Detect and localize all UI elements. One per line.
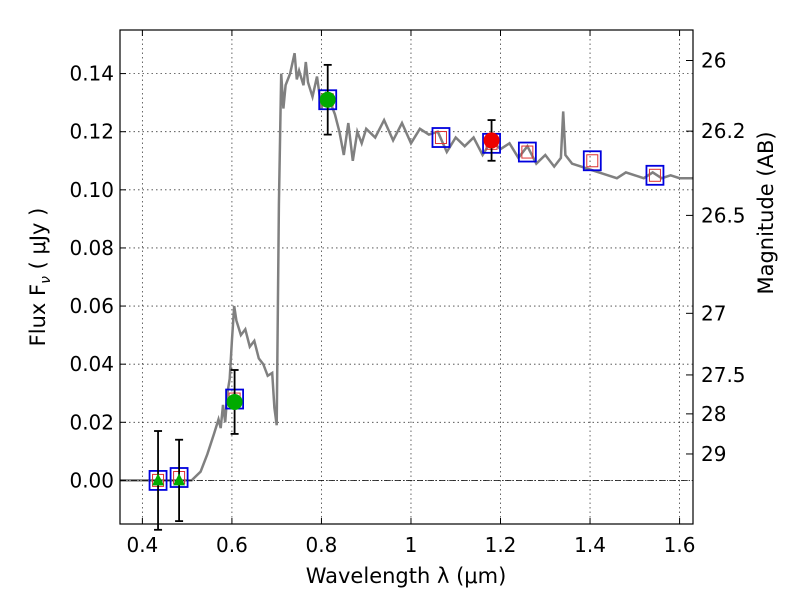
x-tick-labels: 0.4 0.6 0.8 1 1.2 1.4 1.6 <box>126 533 695 557</box>
model-point-outer <box>645 164 665 186</box>
model-spectrum-line <box>120 52 693 482</box>
data-markers <box>120 63 693 531</box>
x-tick-label: 0.6 <box>216 533 248 557</box>
model-point-inner <box>648 168 661 182</box>
model-point-inner <box>434 131 447 145</box>
right-tick-label: 29 <box>701 442 726 466</box>
x-tick-label: 1.4 <box>574 533 606 557</box>
model-point-outer <box>431 127 451 148</box>
y-tick-label: 0.08 <box>69 236 114 260</box>
y-tick-label: 0.06 <box>69 294 114 318</box>
y-tick-label: 0.14 <box>69 62 114 86</box>
x-axis-label: Wavelength λ (μm) <box>306 564 507 588</box>
right-tick-label: 27.5 <box>701 363 746 387</box>
right-tick-label: 28 <box>701 402 726 426</box>
y-axis-unit: ( μJy ) <box>26 208 50 270</box>
x-tick-label: 0.4 <box>126 533 158 557</box>
right-tick-label: 26.2 <box>701 119 746 143</box>
x-tick-label: 1 <box>405 533 418 557</box>
y-axis-label: Flux F <box>26 284 50 346</box>
model-point-outer <box>517 141 537 163</box>
model-point-outer <box>582 150 602 172</box>
plot-area <box>120 52 693 531</box>
detection-circle <box>226 393 243 410</box>
y-axis-label-subscript: ν <box>38 276 54 284</box>
grid-lines <box>120 30 693 524</box>
model-point-inner <box>586 154 599 168</box>
right-axis-label: Magnitude (AB) <box>754 131 778 294</box>
nondetection-triangle <box>152 473 165 486</box>
nondetection-triangle <box>173 473 186 486</box>
plot-frame <box>119 29 694 525</box>
y-tick-label: 0.12 <box>69 120 114 144</box>
axis-ticks <box>120 30 693 524</box>
x-tick-label: 1.6 <box>664 533 696 557</box>
detection-circle <box>319 91 336 108</box>
y-tick-labels: 0.00 0.02 0.04 0.06 0.08 0.10 0.12 0.14 <box>69 62 114 493</box>
x-tick-label: 0.8 <box>306 533 338 557</box>
ir-detection-circle <box>483 132 500 149</box>
y-tick-label: 0.10 <box>69 178 114 202</box>
right-tick-label: 27 <box>701 301 726 325</box>
svg-text:Flux Fν ( μJy ): Flux Fν ( μJy ) <box>26 208 54 347</box>
y-axis-label-group: Flux Fν ( μJy ) <box>26 208 54 347</box>
right-tick-label: 26.5 <box>701 203 746 227</box>
right-tick-label: 26 <box>701 49 726 73</box>
y-tick-label: 0.02 <box>69 410 114 434</box>
x-tick-label: 1.2 <box>485 533 517 557</box>
y-tick-label: 0.00 <box>69 468 114 492</box>
right-tick-labels: 26 26.2 26.5 27 27.5 28 29 <box>701 49 746 466</box>
right-axis-label-group: Magnitude (AB) <box>754 131 778 294</box>
y-tick-label: 0.04 <box>69 352 114 376</box>
model-point-inner <box>521 145 534 159</box>
